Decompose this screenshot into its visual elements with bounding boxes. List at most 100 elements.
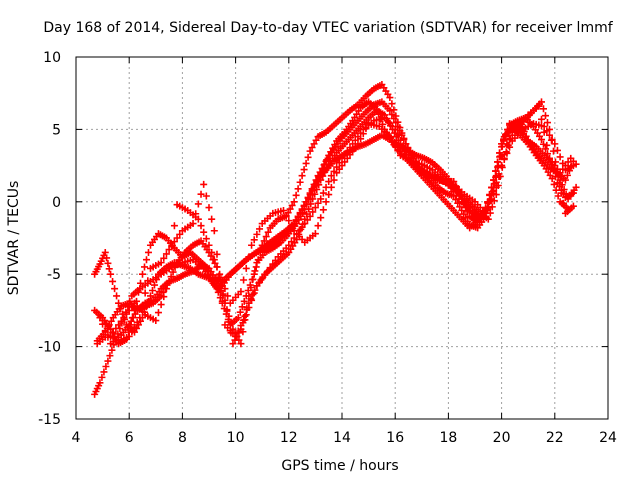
data-point — [157, 301, 165, 309]
data-point — [111, 285, 119, 293]
data-point — [285, 217, 293, 225]
data-point — [123, 310, 131, 318]
data-point — [197, 190, 205, 198]
data-point — [496, 152, 504, 160]
data-point — [208, 215, 216, 223]
x-tick-label: 10 — [227, 430, 245, 446]
data-point — [386, 133, 394, 141]
data-point — [545, 131, 553, 139]
data-point — [329, 144, 337, 152]
data-point — [315, 173, 323, 181]
data-point — [237, 288, 245, 296]
x-tick-label: 8 — [178, 430, 187, 446]
data-point — [264, 267, 272, 275]
data-point — [569, 202, 577, 210]
data-point — [452, 191, 460, 199]
data-point — [120, 314, 128, 322]
x-tick-label: 14 — [333, 430, 351, 446]
data-point — [296, 178, 304, 186]
data-point — [98, 373, 106, 381]
data-point — [447, 184, 455, 192]
data-point — [407, 154, 415, 162]
data-point — [553, 146, 561, 154]
data-point — [200, 180, 208, 188]
data-point — [349, 140, 357, 148]
data-point — [410, 158, 418, 166]
data-point — [169, 268, 177, 276]
data-point — [311, 182, 319, 190]
data-point — [354, 133, 362, 141]
data-point — [125, 306, 133, 314]
data-point — [261, 271, 269, 279]
data-point — [139, 301, 146, 309]
data-point — [232, 332, 240, 340]
data-point — [285, 241, 293, 249]
data-point — [202, 235, 210, 243]
data-point — [548, 175, 556, 183]
data-point — [129, 314, 137, 322]
data-point — [160, 293, 168, 301]
data-point — [556, 176, 564, 184]
data-point — [249, 275, 257, 283]
data-point — [500, 155, 508, 163]
x-tick-label: 16 — [386, 430, 404, 446]
data-point — [399, 142, 407, 150]
data-point — [539, 105, 547, 113]
data-point — [170, 238, 178, 246]
data-point — [253, 230, 261, 238]
data-point — [357, 129, 365, 137]
data-point — [210, 256, 218, 264]
data-point — [245, 253, 253, 261]
data-point — [321, 160, 329, 168]
data-point — [109, 277, 117, 285]
data-point — [506, 143, 514, 151]
data-point — [309, 208, 317, 216]
data-point — [456, 203, 464, 211]
data-point — [137, 279, 145, 287]
data-point — [218, 277, 226, 285]
data-point — [482, 204, 490, 212]
data-point — [323, 156, 331, 164]
data-point — [205, 204, 213, 212]
data-point — [125, 321, 133, 329]
data-point — [224, 292, 232, 300]
data-point — [304, 153, 312, 161]
data-point — [266, 264, 274, 272]
data-point — [331, 141, 339, 149]
data-point — [245, 292, 253, 300]
data-point — [171, 263, 179, 271]
data-point — [386, 94, 394, 102]
data-point — [235, 336, 243, 344]
data-point — [311, 230, 319, 238]
data-point — [240, 297, 248, 305]
data-point — [112, 325, 120, 332]
data-point — [213, 263, 221, 271]
data-point — [210, 227, 218, 235]
data-point — [142, 256, 150, 264]
data-point — [176, 230, 184, 238]
data-point — [152, 317, 160, 325]
data-point — [343, 147, 351, 155]
data-point — [170, 222, 178, 230]
y-tick-label: 0 — [52, 195, 61, 211]
data-point — [197, 222, 205, 230]
data-point — [394, 118, 402, 126]
data-point — [495, 170, 503, 178]
data-point — [312, 136, 320, 144]
data-point — [522, 132, 530, 140]
data-point — [398, 129, 406, 137]
data-point — [286, 205, 294, 213]
data-point — [288, 201, 296, 209]
data-point — [498, 162, 506, 170]
data-point — [202, 192, 210, 200]
data-point — [389, 137, 397, 145]
data-point — [338, 154, 346, 162]
data-point — [460, 210, 468, 218]
data-point — [543, 141, 551, 149]
data-point — [293, 220, 301, 228]
data-point — [154, 309, 162, 317]
data-point — [487, 195, 495, 203]
data-point — [535, 102, 543, 110]
data-point — [306, 212, 314, 220]
